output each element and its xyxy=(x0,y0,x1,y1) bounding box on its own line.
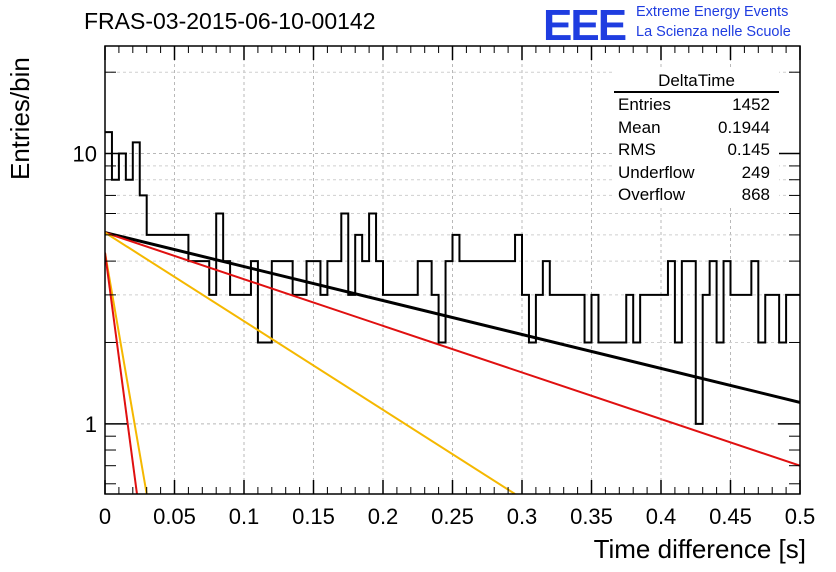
x-tick-label: 0.3 xyxy=(507,504,538,529)
stats-row-rms: RMS 0.145 xyxy=(614,139,779,162)
fit-red-steep xyxy=(105,252,138,494)
y-axis-label: Entries/bin xyxy=(5,57,35,180)
stats-label: RMS xyxy=(618,140,656,160)
fit-orange-mid xyxy=(105,231,516,494)
stats-label: Underflow xyxy=(618,162,695,182)
plot-area xyxy=(105,131,800,494)
fit-black xyxy=(105,231,800,404)
x-tick-label: 0.2 xyxy=(368,504,399,529)
chart-title: FRAS-03-2015-06-10-00142 xyxy=(84,8,376,34)
x-tick-label: 0.05 xyxy=(153,504,196,529)
logo-line-1: Extreme Energy Events xyxy=(636,4,789,20)
stats-value: 1452 xyxy=(732,95,770,114)
y-tick-label: 10 xyxy=(73,142,97,167)
stats-label: Entries xyxy=(618,95,671,114)
stats-label: Overflow xyxy=(618,185,686,205)
x-tick-label: 0.5 xyxy=(785,504,816,529)
fit-red-long xyxy=(105,231,800,467)
stats-value: 0.145 xyxy=(727,140,770,160)
x-tick-label: 0.45 xyxy=(709,504,752,529)
x-tick-label: 0.4 xyxy=(646,504,677,529)
x-axis-label: Time difference [s] xyxy=(593,534,806,564)
stats-row-underflow: Underflow 249 xyxy=(614,162,779,185)
stats-value: 868 xyxy=(741,185,770,205)
x-tick-label: 0 xyxy=(99,504,111,529)
y-tick-label: 1 xyxy=(85,412,97,437)
stats-label: Mean xyxy=(618,117,661,137)
fit-orange-steep xyxy=(105,252,148,494)
stats-row-mean: Mean 0.1944 xyxy=(614,117,779,140)
stats-title: DeltaTime xyxy=(614,70,779,93)
stats-value: 0.1944 xyxy=(718,117,770,137)
stats-value: 249 xyxy=(741,162,770,182)
stats-row-entries: Entries 1452 xyxy=(614,94,779,117)
x-tick-label: 0.15 xyxy=(292,504,335,529)
histogram-deltatime xyxy=(105,131,800,425)
x-tick-label: 0.35 xyxy=(570,504,613,529)
logo-line-2: La Scienza nelle Scuole xyxy=(636,24,791,40)
stats-row-overflow: Overflow 868 xyxy=(614,184,779,207)
x-tick-label: 0.25 xyxy=(431,504,474,529)
stats-box: DeltaTime Entries 1452 Mean 0.1944 RMS 0… xyxy=(614,70,779,207)
x-tick-label: 0.1 xyxy=(229,504,260,529)
eee-logo-mark: EEE xyxy=(543,1,627,50)
